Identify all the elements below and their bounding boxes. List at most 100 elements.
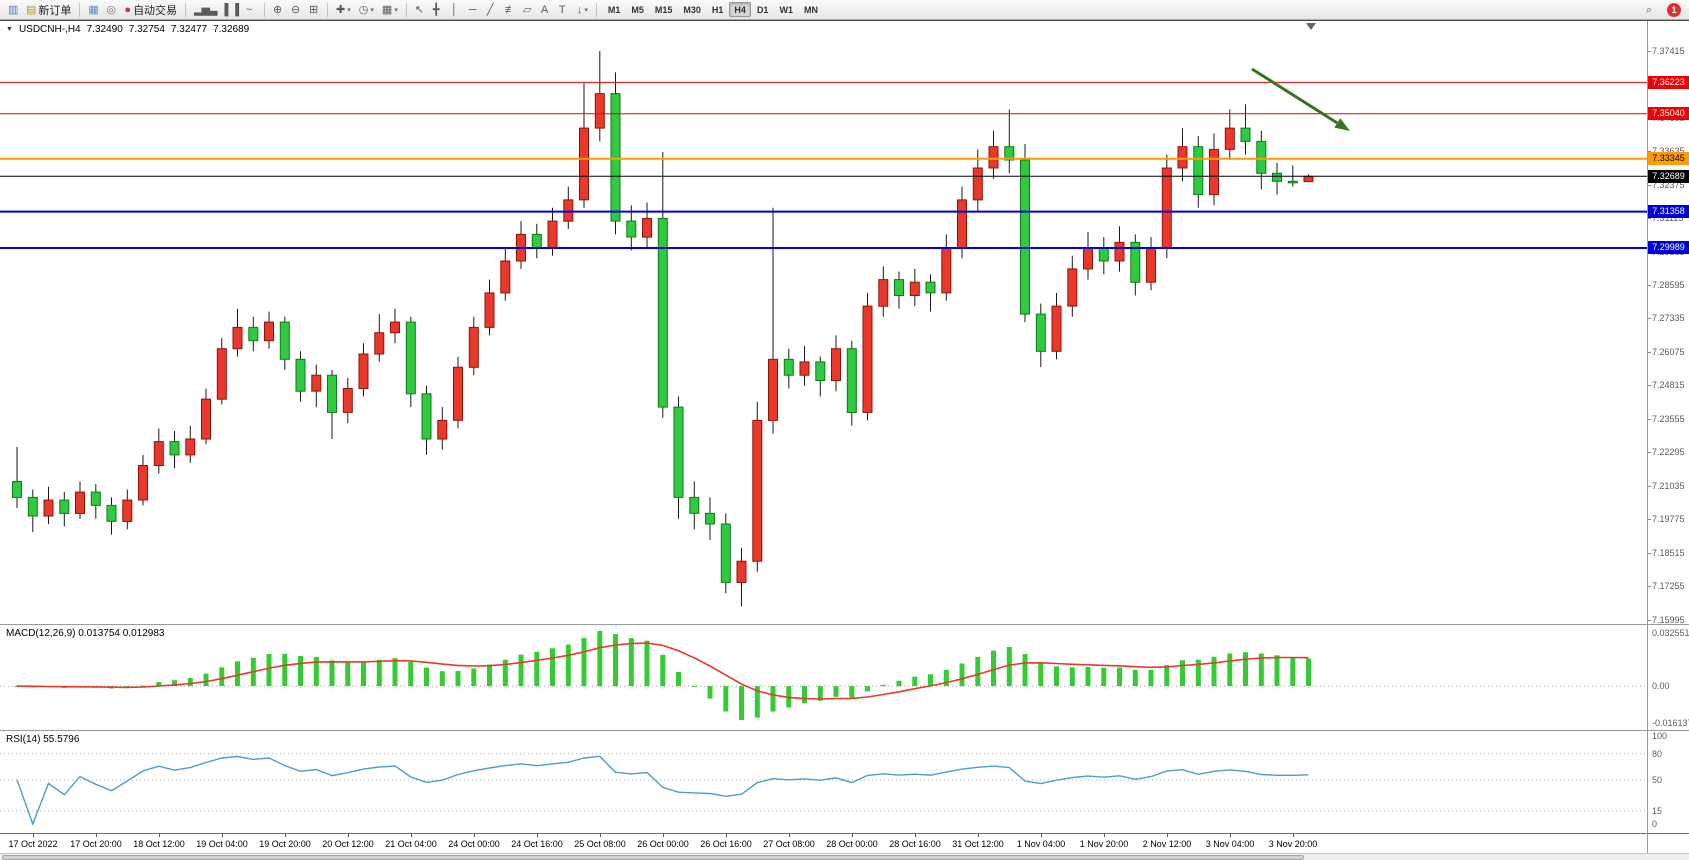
- macd-histogram-bar: [1069, 667, 1075, 686]
- line-chart-button[interactable]: ~: [242, 1, 260, 19]
- macd-histogram-bar: [1211, 656, 1217, 687]
- candle-body: [1240, 127, 1251, 142]
- cursor-button[interactable]: ↖: [411, 1, 429, 19]
- signals-icon: ◎: [106, 3, 116, 16]
- macd-histogram-bar: [1132, 669, 1138, 686]
- horizontal-scrollbar[interactable]: [0, 853, 1689, 860]
- time-axis-tick: [915, 834, 916, 837]
- main-chart-canvas[interactable]: [0, 21, 1689, 624]
- candle-body: [594, 93, 605, 129]
- macd-histogram-bar: [739, 686, 744, 720]
- time-axis-tick: [33, 834, 34, 837]
- price-axis-tick: [1647, 185, 1651, 186]
- chart-shift-marker[interactable]: [1306, 23, 1316, 30]
- templates-button[interactable]: ▦ ▾: [378, 1, 402, 19]
- toolbar-separator: [264, 2, 266, 17]
- trendline-button[interactable]: ╱: [483, 1, 501, 19]
- macd-canvas[interactable]: [0, 625, 1689, 730]
- timeframe-m30-button[interactable]: M30: [683, 5, 701, 15]
- price-axis-tick: [1647, 452, 1651, 453]
- fibonacci-button[interactable]: ≢: [501, 1, 519, 19]
- price-axis-label: 7.23555: [1652, 414, 1685, 424]
- crosshair-icon: ╋: [432, 3, 440, 16]
- timeframe-h1-button[interactable]: H1: [711, 5, 724, 15]
- price-axis-tick: [1647, 419, 1651, 420]
- candle-body: [1256, 140, 1267, 174]
- shapes-icon: ▱: [522, 3, 532, 16]
- macd-histogram-bar: [928, 674, 933, 687]
- new-order-button[interactable]: ▤ 新订单: [22, 1, 75, 19]
- chart-window-button[interactable]: ▥: [4, 1, 22, 19]
- timeframe-w1-button[interactable]: W1: [779, 5, 793, 15]
- candle-body: [752, 419, 763, 562]
- macd-histogram-bar: [361, 661, 366, 687]
- macd-histogram-bar: [329, 660, 335, 687]
- collapse-icon[interactable]: ▼: [6, 26, 13, 33]
- candle-body: [878, 279, 889, 307]
- scrollbar-thumb[interactable]: [2, 855, 1304, 860]
- candle-body: [1193, 146, 1204, 195]
- time-axis-tick: [285, 834, 286, 837]
- shapes-button[interactable]: ▱: [519, 1, 537, 19]
- signals-button[interactable]: ◎: [102, 1, 120, 19]
- timeframe-h4-button[interactable]: H4: [729, 2, 751, 17]
- timeframe-m5-button[interactable]: M5: [631, 5, 644, 15]
- horizontal-line-button[interactable]: ─: [465, 1, 483, 19]
- time-axis-label: 1 Nov 04:00: [1016, 839, 1066, 849]
- candle-body: [75, 491, 85, 514]
- time-axis-tick: [1167, 834, 1168, 837]
- macd-histogram-bar: [235, 661, 240, 687]
- chart-symbol: USDCNH-,H4: [18, 24, 81, 35]
- time-axis-tick: [1104, 834, 1105, 837]
- candle-body: [106, 504, 117, 522]
- candlestick-chart-button[interactable]: ▌▐: [220, 1, 242, 19]
- timeframe-m1-button[interactable]: M1: [607, 5, 621, 15]
- trend-arrow: [1251, 67, 1339, 125]
- toolbar-button-groups: ▥ ▤ 新订单 ▦ ◎ ● 自动交易 ▂▅▃ ▌▐ ~ ⊕ ⊖ ⊞ ✚ ▾ ◷ ▾ ▦ ▾ ↖ ╋ │ ─ ╱ ≢ ▱ A T ↓ ▾: [4, 0, 592, 19]
- price-axis-label: 7.32375: [1652, 180, 1685, 190]
- rsi-panel: RSI(14) 55.5796 100 80 50 15 0: [0, 730, 1689, 833]
- autotrading-button[interactable]: ● 自动交易: [120, 1, 181, 19]
- crosshair-button[interactable]: ╋: [429, 1, 447, 19]
- rsi-canvas[interactable]: [0, 731, 1689, 833]
- candle-body: [1209, 148, 1219, 196]
- price-badge: 7.29989: [1648, 241, 1689, 254]
- candle-body: [799, 361, 810, 376]
- candle-body: [484, 292, 495, 328]
- zoom-in-button[interactable]: ⊕: [269, 1, 287, 19]
- periods-button[interactable]: ◷ ▾: [355, 1, 378, 19]
- candle-body: [1035, 313, 1046, 352]
- candle-body: [783, 358, 794, 376]
- text-label-button[interactable]: T: [555, 1, 573, 19]
- price-axis-tick: [1647, 486, 1651, 487]
- candle-body: [327, 374, 337, 413]
- timeframe-d1-button[interactable]: D1: [756, 5, 769, 15]
- timeframe-m15-button[interactable]: M15: [654, 5, 673, 15]
- text-button[interactable]: A: [537, 1, 555, 19]
- zoom-out-button[interactable]: ⊖: [287, 1, 305, 19]
- notification-badge[interactable]: 1: [1667, 2, 1681, 17]
- fibonacci-icon: ≢: [504, 3, 516, 16]
- timeframe-mn-button[interactable]: MN: [803, 5, 818, 15]
- tile-windows-button[interactable]: ⊞: [305, 1, 323, 19]
- macd-histogram-bar: [597, 631, 603, 687]
- macd-histogram-bar: [219, 667, 225, 686]
- macd-histogram-bar: [849, 686, 855, 698]
- vertical-line-button[interactable]: │: [447, 1, 465, 19]
- macd-histogram-bar: [471, 668, 477, 686]
- time-axis-tick: [789, 834, 790, 837]
- macd-histogram-bar: [1243, 652, 1248, 687]
- market-depth-button[interactable]: ▦: [84, 1, 102, 19]
- macd-histogram-bar: [187, 677, 193, 687]
- macd-histogram-bar: [439, 671, 445, 686]
- indicators-icon: ✚: [336, 3, 345, 16]
- search-button[interactable]: ⌕: [1642, 1, 1660, 19]
- search-icon: ⌕: [1646, 3, 1652, 16]
- candle-body: [579, 127, 589, 201]
- text-icon: A: [540, 3, 548, 16]
- candle-body: [500, 260, 511, 294]
- indicators-button[interactable]: ✚ ▾: [332, 1, 355, 19]
- bars-chart-button[interactable]: ▂▅▃: [190, 1, 220, 19]
- arrows-tool-button[interactable]: ↓ ▾: [573, 1, 592, 19]
- macd-histogram-bar: [644, 640, 650, 687]
